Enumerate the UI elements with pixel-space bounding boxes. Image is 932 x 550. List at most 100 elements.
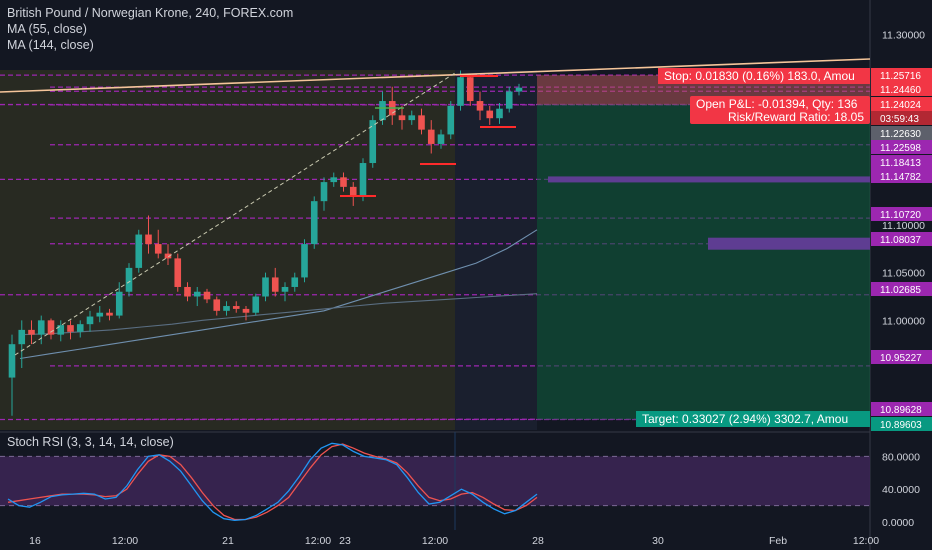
- candle-body: [37, 320, 45, 335]
- pnl-label: Open P&L: -0.01394, Qty: 136: [696, 97, 858, 111]
- candle-body: [135, 234, 143, 268]
- stoch-k-line: [7, 442, 538, 522]
- price-tag: [871, 68, 932, 82]
- drawings: [0, 58, 871, 356]
- trend-line: [0, 58, 871, 93]
- candle-body: [476, 101, 484, 111]
- candle-body: [301, 244, 308, 278]
- position-labels: 11.25716 11.24460 11.24024 11.22630 11.22598…: [636, 68, 932, 431]
- price-tag: [871, 155, 932, 169]
- price-tag: [871, 207, 932, 221]
- candle-body: [47, 320, 55, 335]
- countdown-tag: [871, 111, 932, 125]
- candle-body: [486, 110, 494, 119]
- chart-title: British Pound / Norwegian Krone, 240, FO…: [7, 6, 294, 20]
- target-zone: [537, 104, 870, 420]
- candle-body: [18, 329, 26, 345]
- candle-body: [359, 163, 367, 197]
- x-tick-label: Feb: [769, 535, 787, 547]
- ma-144-legend: MA (144, close): [7, 38, 94, 52]
- candle-body: [291, 277, 299, 287]
- candle-body: [496, 108, 503, 119]
- price-tag-label: 11.18413: [880, 158, 921, 169]
- price-tag: [871, 97, 932, 111]
- candle-body: [232, 306, 240, 309]
- candle-body: [320, 182, 328, 202]
- candle-body: [193, 291, 201, 297]
- candle-body: [8, 344, 16, 378]
- candles: [8, 70, 523, 416]
- candle-body: [67, 325, 74, 332]
- diagonal-line: [14, 72, 456, 356]
- candle-body: [106, 312, 113, 316]
- range-bar: [708, 237, 870, 250]
- x-tick-label: 16: [29, 535, 41, 547]
- candle-body: [86, 316, 94, 325]
- ma-55-legend: MA (55, close): [7, 22, 87, 36]
- price-tag: [871, 126, 932, 140]
- candle-body: [115, 291, 123, 316]
- price-tag-label: 11.14782: [880, 172, 921, 183]
- price-tag: [871, 282, 932, 296]
- candle-body: [437, 134, 445, 144]
- moving-averages: [19, 229, 538, 360]
- x-tick-label: 12:00: [853, 535, 879, 547]
- price-tag: [871, 350, 932, 364]
- price-tag-label: 10.95227: [880, 353, 922, 364]
- price-tag-label: 10.89628: [880, 405, 922, 416]
- candle-body: [242, 308, 250, 313]
- x-tick-label: 21: [222, 535, 234, 547]
- pnl-box: [690, 96, 870, 124]
- x-tick-label: 12:00: [305, 535, 331, 547]
- candle-body: [262, 277, 269, 297]
- price-tag-label: 11.24024: [880, 100, 921, 111]
- price-tag-label: 11.22598: [880, 143, 921, 154]
- candle-body: [369, 120, 377, 164]
- candle-body: [281, 286, 289, 292]
- risk-reward-label: Risk/Reward Ratio: 18.05: [728, 110, 864, 124]
- ma-144-line: [19, 293, 538, 336]
- price-tag: [871, 169, 932, 183]
- candle-body: [427, 129, 435, 144]
- candle-body: [154, 244, 162, 254]
- price-tag: [871, 82, 932, 96]
- stop-label-box: [658, 68, 870, 84]
- candle-body: [164, 253, 172, 259]
- candle-body: [408, 115, 416, 121]
- candle-body: [252, 296, 260, 313]
- stoch-rsi-legend: Stoch RSI (3, 3, 14, 14, close): [7, 435, 174, 449]
- candle-body: [96, 312, 104, 317]
- candle-body: [271, 277, 279, 292]
- stoch-tick-label: 80.0000: [882, 451, 920, 463]
- candle-body: [28, 329, 35, 335]
- candle-body: [447, 105, 455, 135]
- candle-body: [174, 258, 182, 287]
- candle-body: [310, 201, 318, 245]
- stoch-rsi-pane: [0, 432, 870, 530]
- countdown-label: 03:59:43: [880, 114, 919, 125]
- shaded-region: [0, 70, 455, 430]
- price-tag: [871, 140, 932, 154]
- axes: 11.30000 11.10000 11.05000 11.00000 80.0000 4…: [29, 29, 925, 547]
- price-tag-label: 11.22630: [880, 129, 921, 140]
- candle-body: [466, 77, 474, 102]
- candle-body: [340, 177, 347, 187]
- candle-body: [145, 234, 152, 245]
- position-zones: [537, 75, 870, 420]
- x-tick-label: 28: [532, 535, 544, 547]
- candle-body: [57, 325, 65, 335]
- candle-body: [76, 324, 84, 332]
- price-tag-label: 10.89603: [880, 420, 922, 431]
- stop-label: Stop: 0.01830 (0.16%) 183.0, Amou: [664, 69, 855, 83]
- candle-body: [398, 115, 406, 121]
- candle-body: [515, 87, 523, 92]
- target-label: Target: 0.33027 (2.94%) 3302.7, Amou: [642, 412, 848, 426]
- y-tick-label: 11.30000: [882, 29, 925, 41]
- candle-body: [418, 115, 425, 130]
- candle-body: [184, 286, 191, 297]
- stoch-tick-label: 0.0000: [882, 517, 914, 529]
- target-label-box: [636, 411, 870, 427]
- candle-body: [457, 77, 464, 106]
- candle-body: [223, 306, 230, 311]
